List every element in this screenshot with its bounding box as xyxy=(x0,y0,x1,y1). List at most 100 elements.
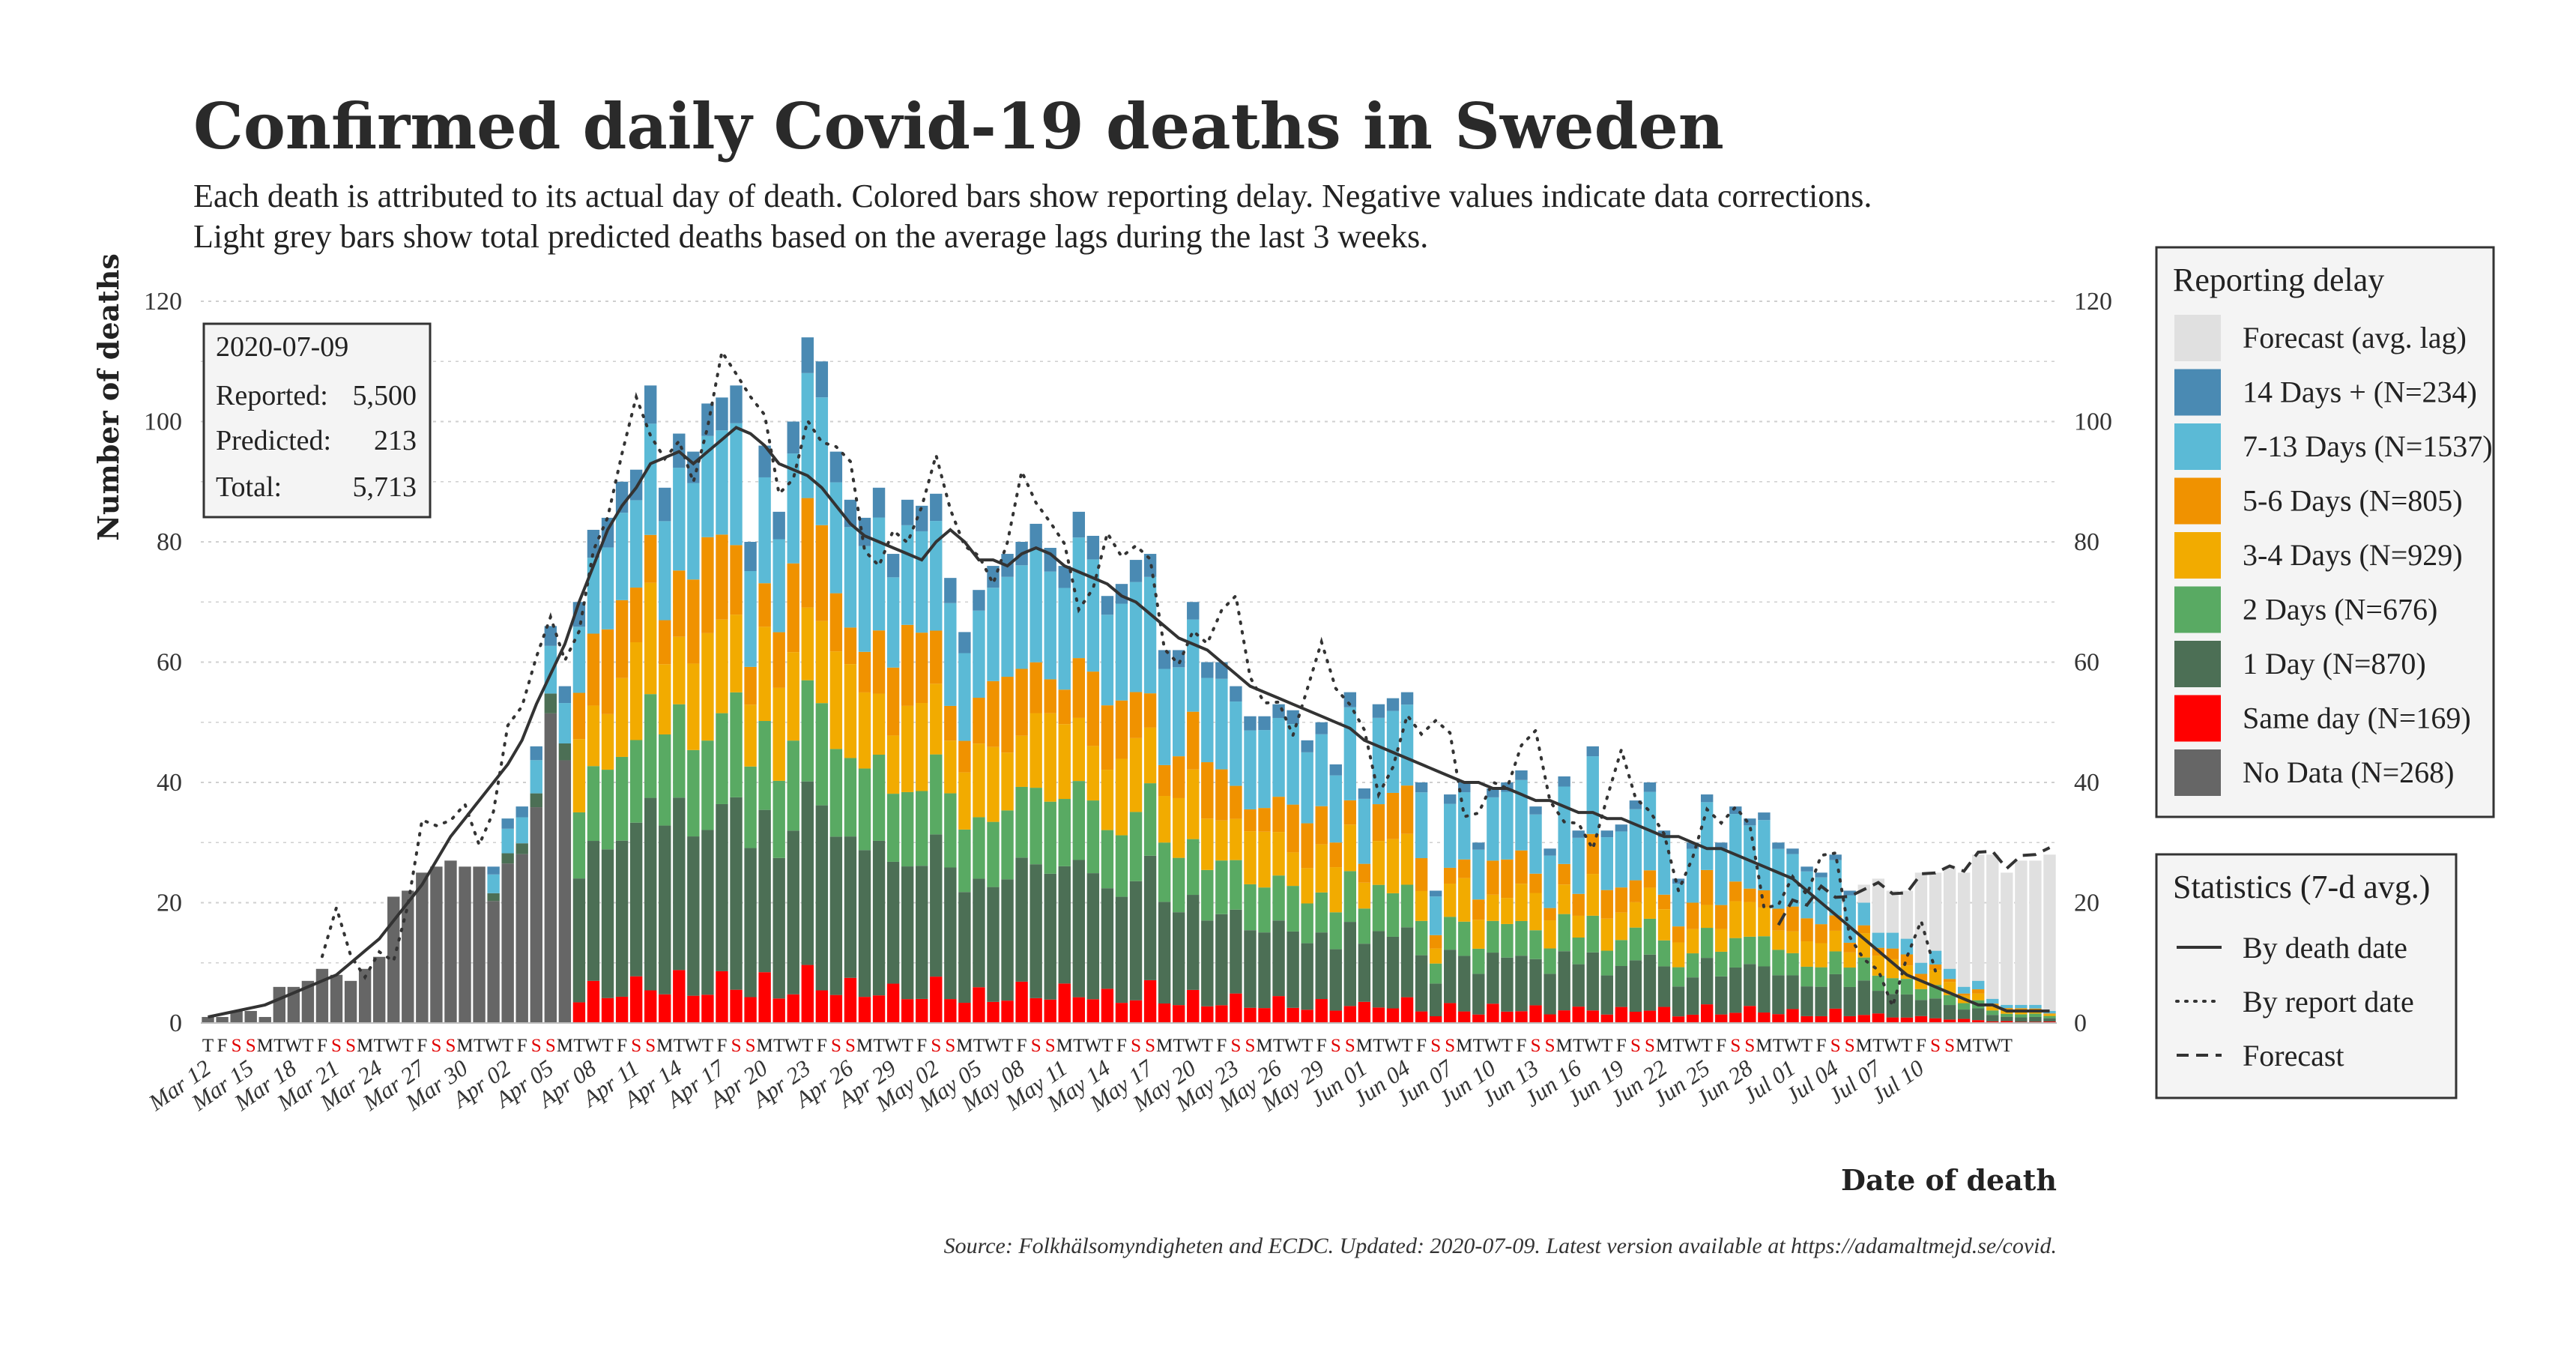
weekday-letter: F xyxy=(1916,1036,1926,1056)
bar-segment-d34 xyxy=(1058,724,1071,800)
weekday-letter: F xyxy=(1017,1036,1027,1056)
bar-segment-d1 xyxy=(1458,956,1471,1012)
bar-segment-d56 xyxy=(1129,692,1143,738)
bar-segment-d14 xyxy=(1715,842,1728,849)
bar-segment-d713 xyxy=(1001,576,1014,677)
bar-segment-d0 xyxy=(773,998,785,1023)
bar-segment-d0 xyxy=(958,1003,971,1023)
bar-segment-d1 xyxy=(2015,1017,2028,1022)
bar-segment-d14 xyxy=(544,626,557,646)
bar-segment-d34 xyxy=(1487,894,1499,921)
bar-segment-d1 xyxy=(1472,974,1485,1015)
bar-segment-d56 xyxy=(1643,870,1657,888)
bar-segment-d1 xyxy=(1315,932,1328,1000)
weekday-letter: W xyxy=(1684,1036,1702,1056)
bar-segment-d34 xyxy=(872,693,886,755)
weekday-letter: W xyxy=(1184,1036,1202,1056)
bar-segment-d2 xyxy=(1386,893,1400,937)
bar-segment-d713 xyxy=(744,570,757,667)
bar-segment-d56 xyxy=(930,630,943,684)
bar-segment-d713 xyxy=(1857,902,1870,926)
bar-segment-nodata xyxy=(530,807,542,1023)
bar-segment-d56 xyxy=(916,633,928,704)
bar-segment-d713 xyxy=(572,627,586,693)
bar-segment-d1 xyxy=(615,840,629,997)
weekday-letter: T xyxy=(1573,1036,1584,1056)
weekday-letter: M xyxy=(1956,1036,1972,1056)
bar-segment-d56 xyxy=(1258,808,1271,832)
bar-segment-d56 xyxy=(801,498,814,608)
bar-segment-d0 xyxy=(1700,1004,1714,1023)
bar-segment-d713 xyxy=(1301,752,1313,824)
bar-segment-d34 xyxy=(1929,970,1942,986)
bar-segment-d0 xyxy=(1244,1007,1257,1023)
bar-segment-d56 xyxy=(2029,1008,2042,1010)
bar-segment-d56 xyxy=(1886,948,1899,959)
bar-segment-d0 xyxy=(1287,1007,1299,1023)
bar-segment-d2 xyxy=(1472,948,1485,974)
bar-segment-d2 xyxy=(1615,940,1628,967)
bar-segment-d713 xyxy=(701,435,714,537)
bar-segment-d34 xyxy=(1643,887,1657,919)
bar-segment-d2 xyxy=(1287,886,1299,932)
bar-segment-d56 xyxy=(1629,880,1642,902)
legend-stats-title: Statistics (7-d avg.) xyxy=(2173,869,2430,905)
weekday-letter: W xyxy=(1084,1036,1102,1056)
bar-segment-d713 xyxy=(1515,779,1528,851)
weekday-letter: S xyxy=(746,1036,756,1056)
bar-segment-d0 xyxy=(1758,1012,1771,1023)
bar-segment-d34 xyxy=(1572,915,1585,938)
bar-segment-d1 xyxy=(1030,864,1042,998)
weekday-letter: W xyxy=(285,1036,303,1056)
bar-segment-d34 xyxy=(1914,980,1928,989)
bar-segment-d0 xyxy=(1301,1010,1313,1023)
bar-segment-d2 xyxy=(2043,1015,2056,1018)
bar-segment-d713 xyxy=(1986,998,1999,1004)
bar-segment-d1 xyxy=(659,825,671,995)
bar-segment-d0 xyxy=(1444,1003,1457,1023)
bar-segment-d0 xyxy=(758,972,771,1023)
weekday-letter: T xyxy=(1002,1036,1013,1056)
bar-segment-d56 xyxy=(716,534,728,620)
weekday-letter: M xyxy=(757,1036,773,1056)
bar-segment-d56 xyxy=(1501,859,1514,899)
bar-segment-d56 xyxy=(1415,858,1428,891)
bar-segment-d0 xyxy=(1358,1001,1371,1023)
bar-segment-d0 xyxy=(973,987,985,1023)
y-tick-label-right: 100 xyxy=(2074,408,2112,436)
bar-segment-d56 xyxy=(815,525,829,621)
weekday-letter: T xyxy=(573,1036,584,1056)
bar-segment-d2 xyxy=(886,794,900,862)
bar-segment-d34 xyxy=(1544,920,1556,949)
bar-segment-d1 xyxy=(1572,964,1585,1007)
bar-segment-d1 xyxy=(944,867,957,1000)
bar-segment-d2 xyxy=(1729,938,1742,968)
weekday-letter: S xyxy=(1730,1036,1741,1056)
bar-segment-nodata xyxy=(544,713,557,1023)
bar-segment-d1 xyxy=(1801,986,1813,1016)
bar-segment-d34 xyxy=(1115,758,1128,836)
weekday-letter: S xyxy=(1245,1036,1256,1056)
bar-segment-d713 xyxy=(1129,582,1143,692)
bar-segment-d713 xyxy=(1315,734,1328,806)
bar-segment-d0 xyxy=(1544,1014,1556,1023)
bar-segment-nodata xyxy=(358,968,372,1023)
bar-segment-d2 xyxy=(1957,1003,1971,1010)
bar-segment-d713 xyxy=(1829,860,1842,916)
bar-segment-d34 xyxy=(1629,902,1642,928)
bar-segment-d2 xyxy=(1715,951,1728,977)
line-forecast xyxy=(1777,846,2051,926)
bar-segment-d0 xyxy=(1600,1014,1613,1023)
bar-segment-d1 xyxy=(1686,977,1699,1015)
bar-segment-d56 xyxy=(1943,979,1956,983)
bar-segment-d2 xyxy=(587,766,600,842)
bar-segment-d2 xyxy=(787,740,799,831)
line-by-report-date xyxy=(321,348,1937,1011)
trend-lines xyxy=(208,348,2051,1018)
bar-segment-d0 xyxy=(1857,1015,1870,1023)
bar-segment-d713 xyxy=(1030,549,1042,663)
bar-segment-d1 xyxy=(1343,922,1357,1007)
bar-segment-d1 xyxy=(744,848,757,998)
bar-segment-d713 xyxy=(515,817,528,844)
bar-segment-d0 xyxy=(1315,999,1328,1023)
